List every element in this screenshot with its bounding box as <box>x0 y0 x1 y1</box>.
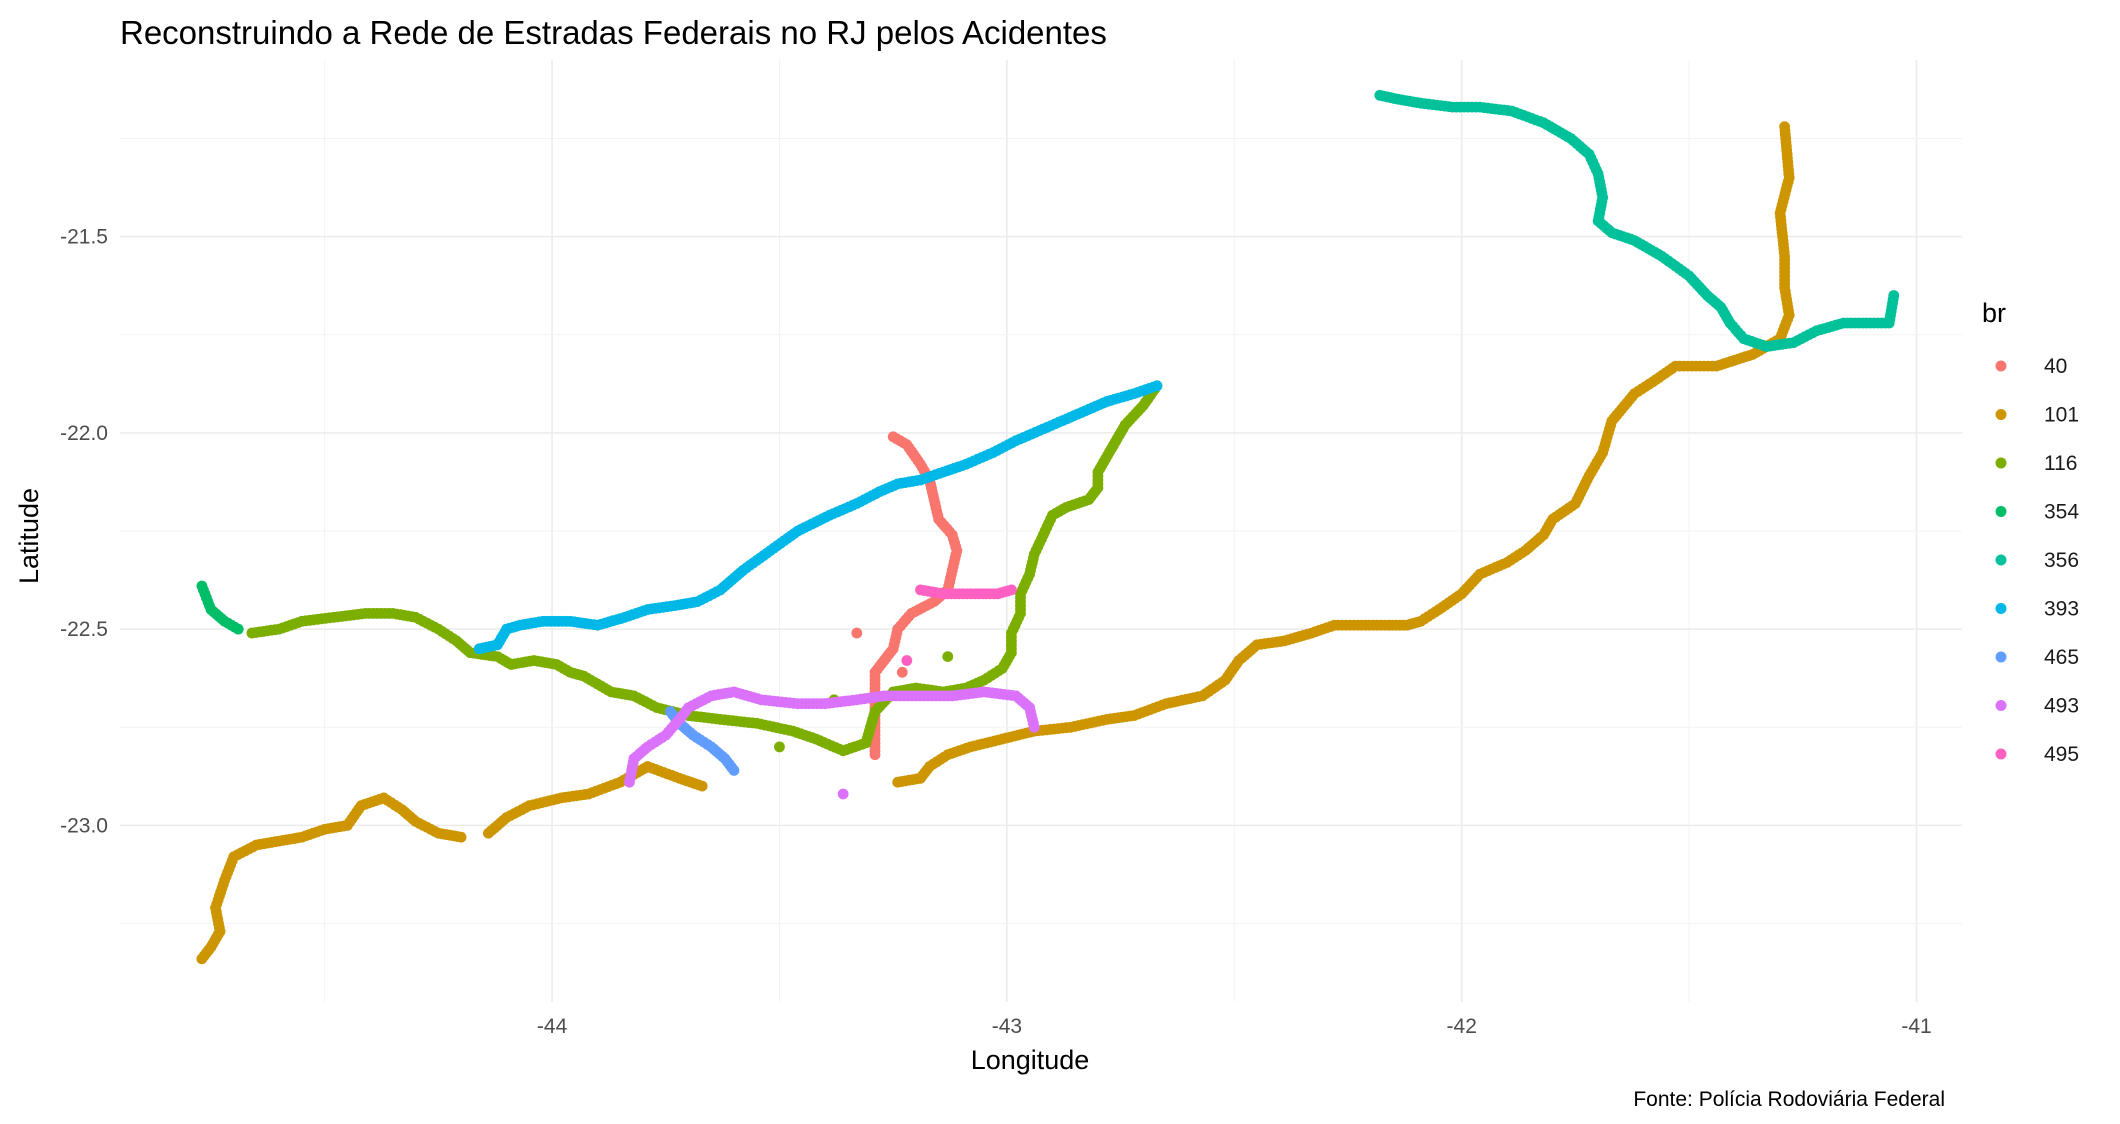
legend-label-101: 101 <box>2044 404 2079 427</box>
chart-title: Reconstruindo a Rede de Estradas Federai… <box>120 14 1107 51</box>
legend-label-393: 393 <box>2044 598 2079 621</box>
y-axis-title: Latitude <box>14 488 44 584</box>
legend-key-356 <box>1995 554 2007 566</box>
data-point <box>896 666 908 678</box>
data-point <box>196 953 208 965</box>
data-point <box>892 776 904 788</box>
legend: br 40 101 116 354 356 393 465 493 495 <box>1982 298 2079 766</box>
data-point <box>851 627 863 639</box>
series-356 <box>1374 89 1900 352</box>
data-point <box>1028 721 1040 733</box>
data-points <box>196 89 1900 965</box>
series-101 <box>196 121 1795 965</box>
legend-label-354: 354 <box>2044 501 2079 524</box>
legend-key-354 <box>1995 506 2007 517</box>
x-tick-label: -42 <box>1447 1015 1477 1038</box>
data-point <box>1006 584 1017 596</box>
y-tick-label: -22.5 <box>60 618 108 641</box>
data-point <box>232 623 244 635</box>
data-point <box>246 627 258 639</box>
legend-label-495: 495 <box>2044 743 2079 766</box>
series-354 <box>196 580 244 635</box>
data-point <box>774 741 785 753</box>
x-tick-label: -44 <box>537 1015 568 1038</box>
y-tick-label: -21.5 <box>60 226 108 249</box>
series-393 <box>473 380 1163 655</box>
data-point <box>664 706 676 717</box>
data-point <box>483 827 494 839</box>
legend-key-116 <box>1995 457 2007 469</box>
series-116 <box>246 380 1163 757</box>
data-point <box>1888 290 1900 301</box>
data-point <box>942 651 954 662</box>
x-axis-ticks: -44 -43 -42 -41 <box>537 1015 1932 1038</box>
data-point <box>837 788 849 800</box>
legend-key-495 <box>1995 748 2007 760</box>
legend-key-393 <box>1995 603 2007 614</box>
legend-title: br <box>1982 298 2006 328</box>
data-point <box>869 749 881 761</box>
series-495 <box>901 584 1017 666</box>
y-tick-label: -23.0 <box>60 814 108 837</box>
legend-label-493: 493 <box>2044 695 2079 718</box>
x-tick-label: -43 <box>992 1015 1022 1038</box>
caption: Fonte: Polícia Rodoviária Federal <box>1633 1088 1945 1111</box>
legend-label-40: 40 <box>2044 355 2067 378</box>
legend-key-40 <box>1995 360 2007 372</box>
data-point <box>901 655 913 666</box>
legend-key-493 <box>1995 700 2007 711</box>
y-tick-label: -22.0 <box>60 422 108 445</box>
data-point <box>473 643 485 655</box>
series-493 <box>624 686 1040 800</box>
legend-label-116: 116 <box>2044 452 2077 475</box>
legend-label-465: 465 <box>2044 646 2079 669</box>
y-axis-ticks: -21.5 -22.0 -22.5 -23.0 <box>60 226 108 838</box>
legend-label-356: 356 <box>2044 549 2079 572</box>
legend-key-465 <box>1995 651 2007 663</box>
legend-key-101 <box>1995 409 2007 420</box>
x-axis-title: Longitude <box>971 1045 1090 1075</box>
x-tick-label: -41 <box>1901 1015 1931 1038</box>
